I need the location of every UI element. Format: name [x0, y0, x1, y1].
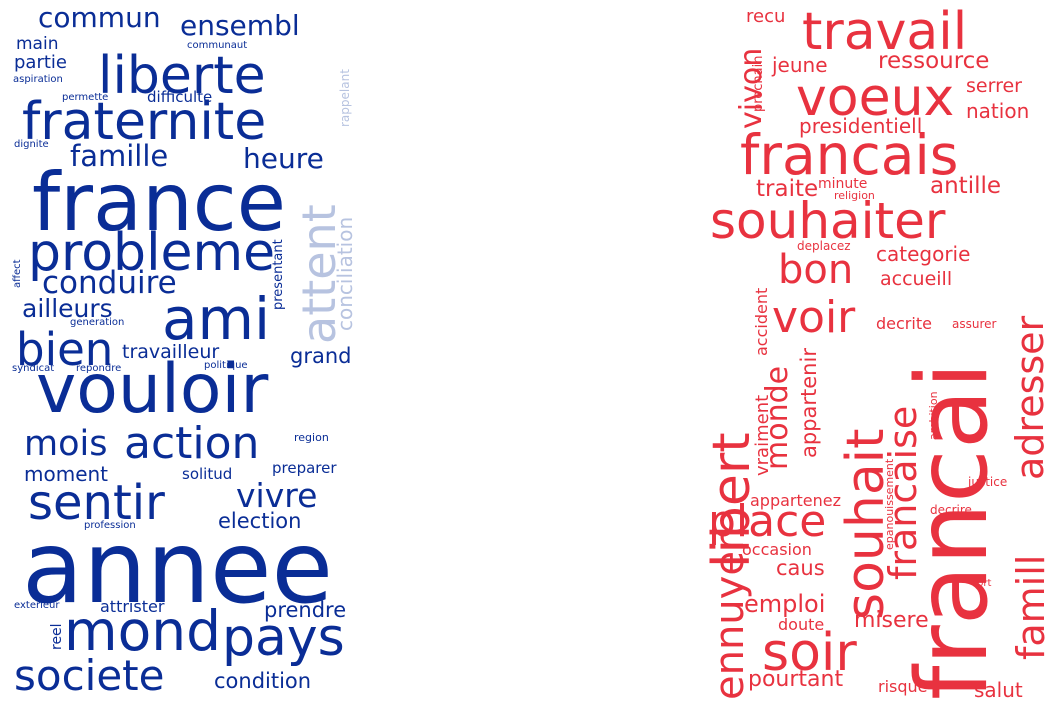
word-red-doute: doute	[778, 615, 825, 634]
word-red-decrire: decrire	[930, 503, 972, 517]
word-blue-generation: generation	[70, 317, 125, 328]
word-blue-rappelant: rappelant	[338, 69, 352, 127]
word-blue-solitud: solitud	[182, 465, 233, 483]
word-red-caus: caus	[776, 556, 825, 580]
word-red-voeux: voeux	[796, 68, 955, 128]
word-red-misere: misere	[854, 608, 929, 633]
word-blue-moment: moment	[24, 462, 109, 486]
word-blue-presentant: presentant	[271, 239, 286, 310]
word-blue-permette: permette	[62, 92, 109, 103]
word-blue-mois: mois	[24, 424, 108, 464]
word-red-presidentiell: presidentiell	[799, 114, 923, 138]
word-red-francais: francais	[740, 123, 959, 187]
word-red-justice: justice	[968, 475, 1008, 489]
word-red-vraiment: vraiment	[752, 394, 773, 476]
word-blue-liberte: liberte	[98, 46, 266, 106]
word-blue-exterieur: exterieur	[14, 600, 60, 611]
red-word-cloud: recu travail prochain jeune ressource vivon vo…	[700, 0, 1045, 713]
word-blue-repondre: repondre	[76, 363, 122, 374]
word-blue-partie: partie	[14, 52, 67, 73]
word-red-pourtant: pourtant	[748, 667, 844, 692]
word-red-vivon: vivon	[734, 47, 769, 129]
word-blue-prendre: prendre	[264, 598, 347, 622]
word-red-salut: salut	[974, 678, 1023, 702]
word-red-appartenir: appartenir	[797, 348, 821, 458]
word-red-serrer: serrer	[966, 75, 1022, 97]
word-red-epanouissement: epanouissement	[883, 458, 896, 550]
word-blue-condition: condition	[214, 669, 312, 693]
word-red-antille: antille	[930, 173, 1002, 199]
word-blue-conduire: conduire	[42, 265, 177, 301]
word-red-accueill: accueill	[880, 268, 953, 290]
word-red-decrite: decrite	[876, 314, 932, 333]
word-blue-travailleur: travailleur	[122, 341, 220, 363]
word-red-religion: religion	[834, 189, 875, 202]
word-blue-annee: annee	[22, 509, 334, 626]
word-blue-bien: bien	[16, 323, 114, 376]
word-red-soir: soir	[762, 623, 857, 683]
word-red-deplacez: deplacez	[797, 239, 851, 253]
word-red-souhaiter: souhaiter	[710, 192, 946, 250]
word-red-bon: bon	[778, 247, 854, 293]
word-blue-ailleurs: ailleurs	[22, 294, 113, 323]
word-blue-action: action	[124, 418, 260, 469]
blue-word-cloud: commun ensembl main communaut rappelant parti…	[0, 0, 370, 713]
word-blue-famille: famille	[70, 139, 169, 173]
word-red-traite: traite	[756, 176, 819, 202]
word-blue-vivre: vivre	[236, 476, 318, 515]
word-blue-grand: grand	[290, 344, 352, 368]
word-blue-attrister: attrister	[100, 597, 165, 616]
word-red-occasion: occasion	[742, 540, 812, 559]
word-blue-difficulte: difficulte	[147, 88, 213, 106]
word-blue-heure: heure	[243, 142, 324, 175]
word-blue-probleme: probleme	[28, 223, 276, 283]
word-blue-commun: commun	[38, 1, 161, 34]
word-blue-aspiration: aspiration	[13, 74, 63, 85]
word-blue-mond: mond	[64, 599, 221, 663]
word-blue-pays: pays	[222, 608, 345, 668]
word-blue-ami: ami	[162, 285, 271, 353]
word-red-jeune: jeune	[772, 53, 828, 77]
word-red-categorie: categorie	[876, 242, 971, 266]
word-blue-election: election	[218, 509, 302, 533]
word-red-accident: accident	[752, 287, 771, 356]
word-blue-dignite: dignite	[14, 139, 49, 150]
word-red-risque: risque	[878, 677, 928, 696]
word-red-nation: nation	[966, 99, 1030, 123]
word-red-minute: minute	[818, 176, 868, 192]
word-blue-profession: profession	[84, 520, 136, 531]
word-blue-ensembl: ensembl	[180, 9, 300, 42]
word-red-adresser: adresser	[1008, 315, 1045, 480]
word-blue-affect: affect	[12, 259, 23, 288]
word-red-recu: recu	[746, 6, 786, 27]
word-red-emploi: emploi	[744, 590, 826, 618]
word-blue-vouloir: vouloir	[36, 350, 269, 429]
word-blue-reel: reel	[49, 623, 65, 650]
word-red-assurer: assurer	[952, 317, 997, 331]
word-blue-communaut: communaut	[187, 40, 248, 51]
word-blue-syndicat: syndicat	[12, 363, 55, 374]
word-blue-conciliation: conciliation	[333, 216, 357, 331]
word-blue-sentir: sentir	[28, 475, 165, 531]
word-red-travail: travail	[802, 2, 968, 62]
word-red-famill: famill	[1009, 554, 1045, 660]
word-blue-societe: societe	[14, 651, 165, 700]
word-red-ambition: ambition	[927, 391, 940, 440]
word-red-ressource: ressource	[878, 48, 990, 74]
word-red-voir: voir	[772, 292, 856, 343]
word-blue-fraternite: fraternite	[22, 92, 267, 152]
word-red-appartenez: appartenez	[750, 491, 841, 510]
word-blue-france: france	[32, 156, 286, 249]
word-red-place: place	[708, 496, 827, 547]
word-blue-main: main	[16, 34, 59, 54]
word-blue-politique: politique	[204, 360, 248, 371]
word-blue-region: region	[294, 431, 329, 444]
word-blue-preparer: preparer	[272, 459, 337, 477]
word-red-sort: sort	[972, 578, 992, 589]
